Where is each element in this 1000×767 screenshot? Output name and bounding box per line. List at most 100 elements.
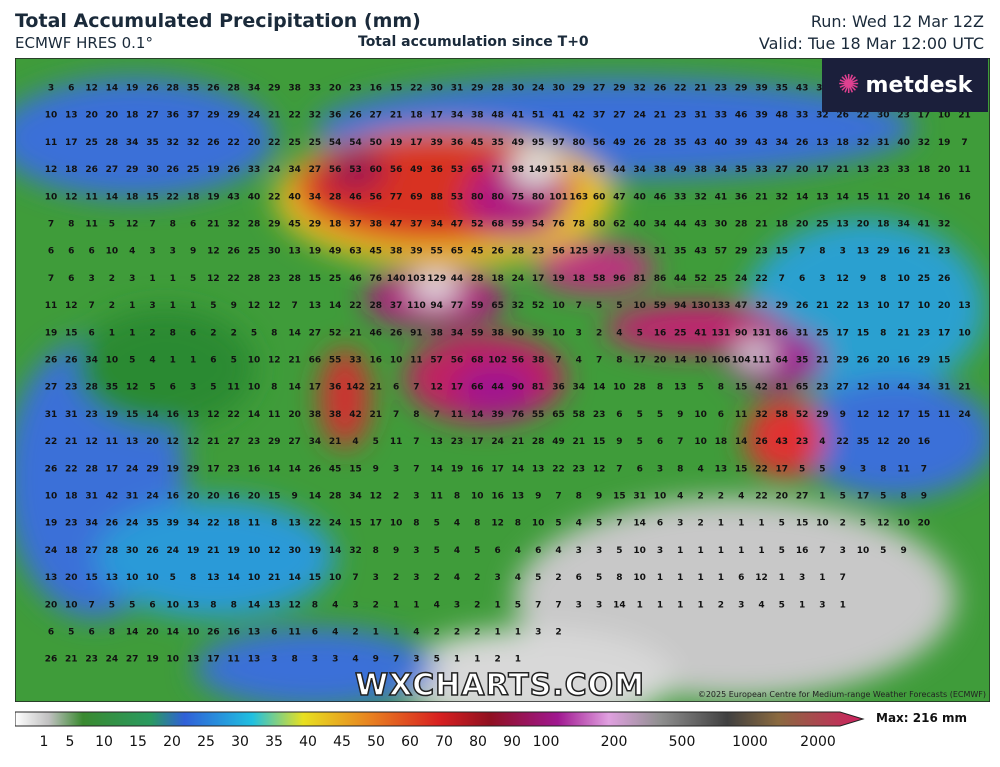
grid-value: 8	[515, 519, 521, 529]
grid-value: 55	[532, 410, 545, 420]
logo: ✺ metdesk	[822, 58, 988, 112]
grid-value: 17	[65, 138, 78, 148]
grid-value: 97	[593, 247, 606, 257]
grid-value: 14	[288, 573, 301, 583]
grid-value: 10	[633, 546, 646, 556]
grid-value: 31	[796, 328, 809, 338]
grid-value: 75	[512, 192, 525, 202]
grid-value: 29	[187, 464, 200, 474]
grid-value: 32	[776, 192, 789, 202]
grid-value: 3	[129, 274, 135, 284]
grid-value: 4	[332, 600, 338, 610]
colorbar-label: 80	[469, 734, 487, 750]
grid-value: 1	[657, 600, 663, 610]
grid-value: 8	[271, 519, 277, 529]
grid-value: 3	[657, 464, 663, 474]
grid-value: 28	[491, 84, 504, 94]
grid-value: 49	[552, 437, 565, 447]
grid-value: 3	[149, 301, 155, 311]
grid-value: 11	[268, 410, 281, 420]
grid-value: 29	[268, 437, 281, 447]
grid-value: 6	[88, 628, 94, 638]
grid-value: 1	[677, 546, 683, 556]
grid-value: 40	[633, 220, 646, 230]
grid-value: 28	[735, 220, 748, 230]
grid-value: 24	[512, 274, 525, 284]
grid-value: 28	[370, 301, 383, 311]
grid-value: 14	[613, 600, 626, 610]
grid-value: 37	[410, 220, 423, 230]
grid-value: 5	[170, 573, 176, 583]
grid-value: 15	[613, 492, 626, 502]
grid-value: 9	[900, 546, 906, 556]
grid-value: 9	[393, 546, 399, 556]
grid-value: 27	[796, 492, 809, 502]
grid-value: 6	[718, 410, 724, 420]
grid-value: 1	[515, 655, 521, 665]
grid-value: 5	[535, 573, 541, 583]
grid-value: 28	[471, 274, 484, 284]
grid-value: 38	[370, 220, 383, 230]
grid-value: 14	[248, 600, 261, 610]
grid-value: 62	[613, 220, 626, 230]
grid-value: 26	[207, 84, 220, 94]
map: 3 6 12 14 19 26 28 35 26 28 34 29 38 33 20 23 16 15 22 30 31…	[15, 58, 990, 702]
grid-value: 19	[167, 464, 180, 474]
grid-value: 13	[836, 220, 849, 230]
grid-value: 32	[816, 111, 829, 121]
grid-value: 1	[393, 628, 399, 638]
grid-value: 68	[491, 220, 504, 230]
grid-value: 10	[918, 301, 931, 311]
grid-value: 20	[248, 138, 261, 148]
grid-value: 10	[897, 519, 910, 529]
grid-value: 10	[248, 546, 261, 556]
grid-value: 29	[227, 111, 240, 121]
grid-value: 26	[654, 84, 667, 94]
grid-value: 18	[918, 165, 931, 175]
grid-value: 65	[451, 247, 464, 257]
grid-value: 10	[938, 111, 951, 121]
grid-value: 12	[755, 573, 768, 583]
grid-value: 10	[552, 328, 565, 338]
grid-value: 34	[288, 165, 301, 175]
grid-value: 3	[149, 247, 155, 257]
grid-value: 5	[637, 328, 643, 338]
grid-value: 31	[694, 111, 707, 121]
grid-value: 2	[474, 628, 480, 638]
grid-value: 3	[88, 274, 94, 284]
grid-value: 43	[694, 247, 707, 257]
grid-value: 43	[694, 220, 707, 230]
grid-value: 15	[776, 247, 789, 257]
grid-value: 35	[106, 383, 119, 393]
grid-value: 10	[633, 301, 646, 311]
grid-value: 45	[471, 138, 484, 148]
grid-value: 2	[109, 301, 115, 311]
grid-value: 29	[268, 84, 281, 94]
grid-value: 8	[657, 383, 663, 393]
grid-value: 96	[613, 274, 626, 284]
grid-value: 20	[897, 437, 910, 447]
colorbar-label: 2000	[800, 734, 836, 750]
grid-value: 1	[697, 600, 703, 610]
grid-value: 15	[735, 383, 748, 393]
grid-value: 39	[491, 410, 504, 420]
grid-value: 3	[657, 546, 663, 556]
grid-value: 26	[857, 356, 870, 366]
grid-value: 32	[349, 546, 362, 556]
grid-value: 15	[857, 328, 870, 338]
grid-value: 11	[958, 165, 971, 175]
grid-value: 6	[68, 84, 74, 94]
grid-value: 22	[268, 192, 281, 202]
grid-value: 10	[471, 492, 484, 502]
grid-value: 23	[268, 274, 281, 284]
grid-value: 94	[674, 301, 687, 311]
grid-value: 80	[532, 192, 545, 202]
grid-value: 4	[515, 546, 521, 556]
grid-value: 18	[410, 111, 423, 121]
valid: Valid: Tue 18 Mar 12:00 UTC	[758, 34, 984, 53]
grid-value: 32	[755, 301, 768, 311]
grid-value: 13	[187, 410, 200, 420]
grid-value: 7	[799, 247, 805, 257]
grid-value: 22	[552, 464, 565, 474]
grid-value: 20	[146, 628, 159, 638]
